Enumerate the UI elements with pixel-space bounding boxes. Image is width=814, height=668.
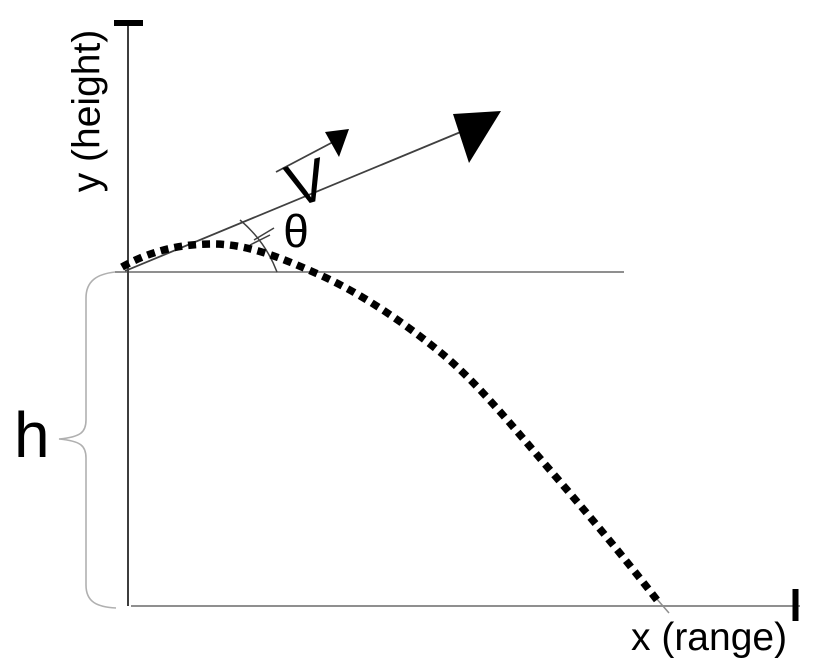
vector-notation-shaft (275, 141, 334, 173)
height-label: h (14, 399, 50, 471)
y-axis-label: y (height) (65, 29, 109, 193)
angle-hash-mark-1 (253, 227, 275, 241)
x-axis-label: x (range) (631, 616, 788, 659)
vector-notation-arrowhead-icon (325, 129, 349, 157)
trajectory-dashed-curve (120, 240, 663, 607)
angle-arc (239, 219, 278, 273)
landing-mark (655, 597, 670, 614)
angle-label: θ (283, 205, 309, 257)
angle-hash-mark-2 (249, 234, 271, 246)
height-brace (58, 271, 117, 609)
velocity-arrowhead-icon (453, 111, 501, 163)
